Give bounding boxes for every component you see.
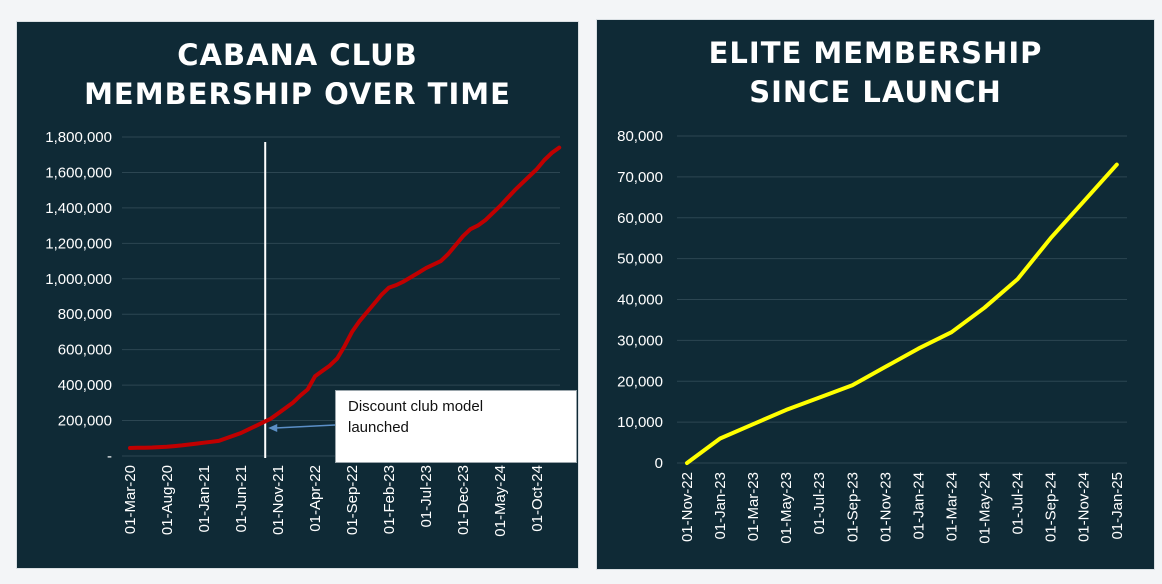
elite-membership-plot: 0 10,000 20,000 30,000 40,000 50,000 60,000 70,… <box>617 128 1127 544</box>
y-tick-label: 400,000 <box>58 377 112 394</box>
y-tick-label: 10,000 <box>617 414 663 431</box>
elite-membership-chart-panel: ELITE MEMBERSHIP SINCE LAUNCH 0 10,000 20,… <box>597 20 1154 569</box>
annotation-arrow <box>275 424 336 429</box>
x-tick-label: 01-Jan-25 <box>1109 472 1126 540</box>
y-tick-label: 0 <box>655 455 663 472</box>
y-tick-label: 600,000 <box>58 342 112 359</box>
x-tick-label: 01-Jul-23 <box>811 472 828 535</box>
y-tick-label: 1,000,000 <box>45 271 112 288</box>
x-tick-label: 01-Jul-23 <box>418 465 435 528</box>
x-tick-label: 01-Apr-22 <box>307 465 324 532</box>
y-tick-label: 1,200,000 <box>45 235 112 252</box>
chart-title-line-1: ELITE MEMBERSHIP <box>708 36 1043 70</box>
annotation-box: Discount club model launched <box>335 390 577 463</box>
x-tick-label: 01-May-24 <box>977 472 994 544</box>
x-tick-label: 01-Sep-23 <box>844 472 861 542</box>
y-tick-label: 30,000 <box>617 332 663 349</box>
x-tick-label: 01-Mar-23 <box>745 472 762 541</box>
x-tick-label: 01-Feb-23 <box>381 465 398 534</box>
x-tick-label: 01-Oct-24 <box>529 465 546 532</box>
y-tick-label: 1,800,000 <box>45 129 112 146</box>
x-tick-label: 01-Jan-21 <box>196 465 213 533</box>
annotation-arrowhead <box>268 424 278 432</box>
x-tick-label: 01-Nov-21 <box>270 465 287 535</box>
x-tick-label: 01-Sep-22 <box>344 465 361 535</box>
x-tick-label: 01-Nov-23 <box>877 472 894 542</box>
y-tick-label: 40,000 <box>617 292 663 309</box>
chart-title: CABANA CLUB MEMBERSHIP OVER TIME <box>17 36 578 114</box>
x-tick-label: 01-May-24 <box>492 465 509 537</box>
cabana-club-plot: - 200,000 400,000 600,000 800,000 1,000,000 1,… <box>45 129 562 537</box>
chart-title-line-2: SINCE LAUNCH <box>749 75 1002 109</box>
y-tick-label: 70,000 <box>617 169 663 186</box>
chart-title: ELITE MEMBERSHIP SINCE LAUNCH <box>597 34 1154 112</box>
chart-title-line-2: MEMBERSHIP OVER TIME <box>84 77 511 111</box>
series-line <box>128 145 562 450</box>
y-tick-label: 800,000 <box>58 306 112 323</box>
chart-title-line-1: CABANA CLUB <box>177 38 418 72</box>
series-line <box>685 162 1119 465</box>
x-tick-label: 01-Sep-24 <box>1043 472 1060 542</box>
x-tick-label: 01-Jan-24 <box>910 472 927 540</box>
annotation-text-line-2: launched <box>348 419 409 436</box>
x-tick-label: 01-Dec-23 <box>455 465 472 535</box>
x-tick-label: 01-Jun-21 <box>233 465 250 533</box>
y-tick-label: 50,000 <box>617 251 663 268</box>
x-tick-label: 01-Aug-20 <box>159 465 176 535</box>
y-tick-label: - <box>107 448 112 465</box>
y-tick-label: 60,000 <box>617 210 663 227</box>
y-tick-label: 80,000 <box>617 128 663 145</box>
x-tick-label: 01-Nov-24 <box>1076 472 1093 542</box>
y-tick-label: 1,600,000 <box>45 164 112 181</box>
y-tick-label: 200,000 <box>58 413 112 430</box>
x-tick-label: 01-Jul-24 <box>1010 472 1027 535</box>
x-tick-label: 01-Nov-22 <box>679 472 696 542</box>
y-tick-label: 1,400,000 <box>45 200 112 217</box>
x-tick-label: 01-May-23 <box>778 472 795 544</box>
x-tick-label: 01-Mar-24 <box>943 472 960 541</box>
x-tick-label: 01-Mar-20 <box>122 465 139 534</box>
annotation-text-line-1: Discount club model <box>348 398 484 415</box>
x-tick-label: 01-Jan-23 <box>712 472 729 540</box>
y-tick-label: 20,000 <box>617 373 663 390</box>
cabana-club-chart-panel: CABANA CLUB MEMBERSHIP OVER TIME - 200,00… <box>17 22 578 568</box>
